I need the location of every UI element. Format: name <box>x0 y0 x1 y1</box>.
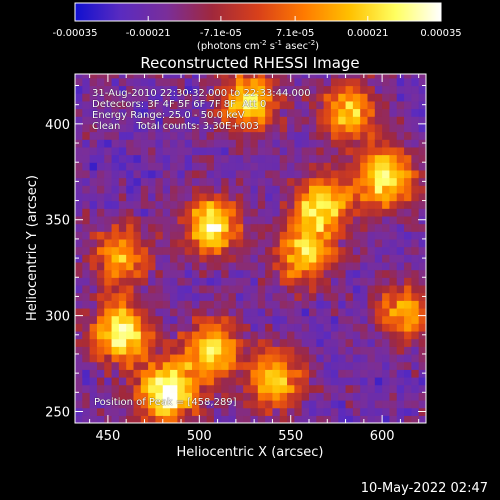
y-tick-label: 350 <box>45 214 70 229</box>
colorbar-tick-label: 0.00035 <box>420 28 461 39</box>
y-tick-label: 400 <box>45 118 70 133</box>
colorbar-gradient <box>74 2 442 22</box>
peak-position-label: Position of Peak = [458,289] <box>94 397 237 408</box>
colorbar-tick-label: -7.1e-05 <box>200 28 242 39</box>
y-tick-label: 300 <box>45 310 70 325</box>
x-tick-label: 500 <box>187 429 212 444</box>
colorbar-tick-label: -0.00035 <box>53 28 98 39</box>
clean-total-counts: Clean Total counts: 3.30E+003 <box>92 121 259 132</box>
colorbar-tick-label: -0.00021 <box>126 28 171 39</box>
colorbar: -0.00035 -0.00021 -7.1e-05 7.1e-05 0.00021 0.… <box>53 2 462 52</box>
energy-range-info: Energy Range: 25.0 - 50.0 keV <box>92 110 245 121</box>
x-tick-label: 450 <box>95 429 120 444</box>
plot-frame <box>74 73 427 424</box>
heatmap-image <box>75 74 426 423</box>
y-axis-label: Heliocentric Y (arcsec) <box>25 175 40 321</box>
y-tick-label: 250 <box>45 405 70 420</box>
x-axis-label: Heliocentric X (arcsec) <box>177 445 324 460</box>
detectors-info: Detectors: 3F 4F 5F 6F 7F 8F Att 0 <box>92 99 267 110</box>
axis-ticks: 450 500 550 600 250 300 350 400 <box>45 74 426 444</box>
x-tick-label: 550 <box>278 429 303 444</box>
colorbar-units-label: (photons cm-2 s-1 asec-2) <box>197 39 319 52</box>
colorbar-tick-label: 7.1e-05 <box>276 28 314 39</box>
chart-title: Reconstructed RHESSI Image <box>140 54 359 72</box>
observation-time-range: 31-Aug-2010 22:30:32.000 to 22:33:44.000 <box>92 88 311 99</box>
timestamp: 10-May-2022 02:47 <box>360 481 488 496</box>
colorbar-tick-label: 0.00021 <box>347 28 388 39</box>
colorbar-ticks: -0.00035 -0.00021 -7.1e-05 7.1e-05 0.00021 0.… <box>53 16 462 39</box>
x-tick-label: 600 <box>370 429 395 444</box>
